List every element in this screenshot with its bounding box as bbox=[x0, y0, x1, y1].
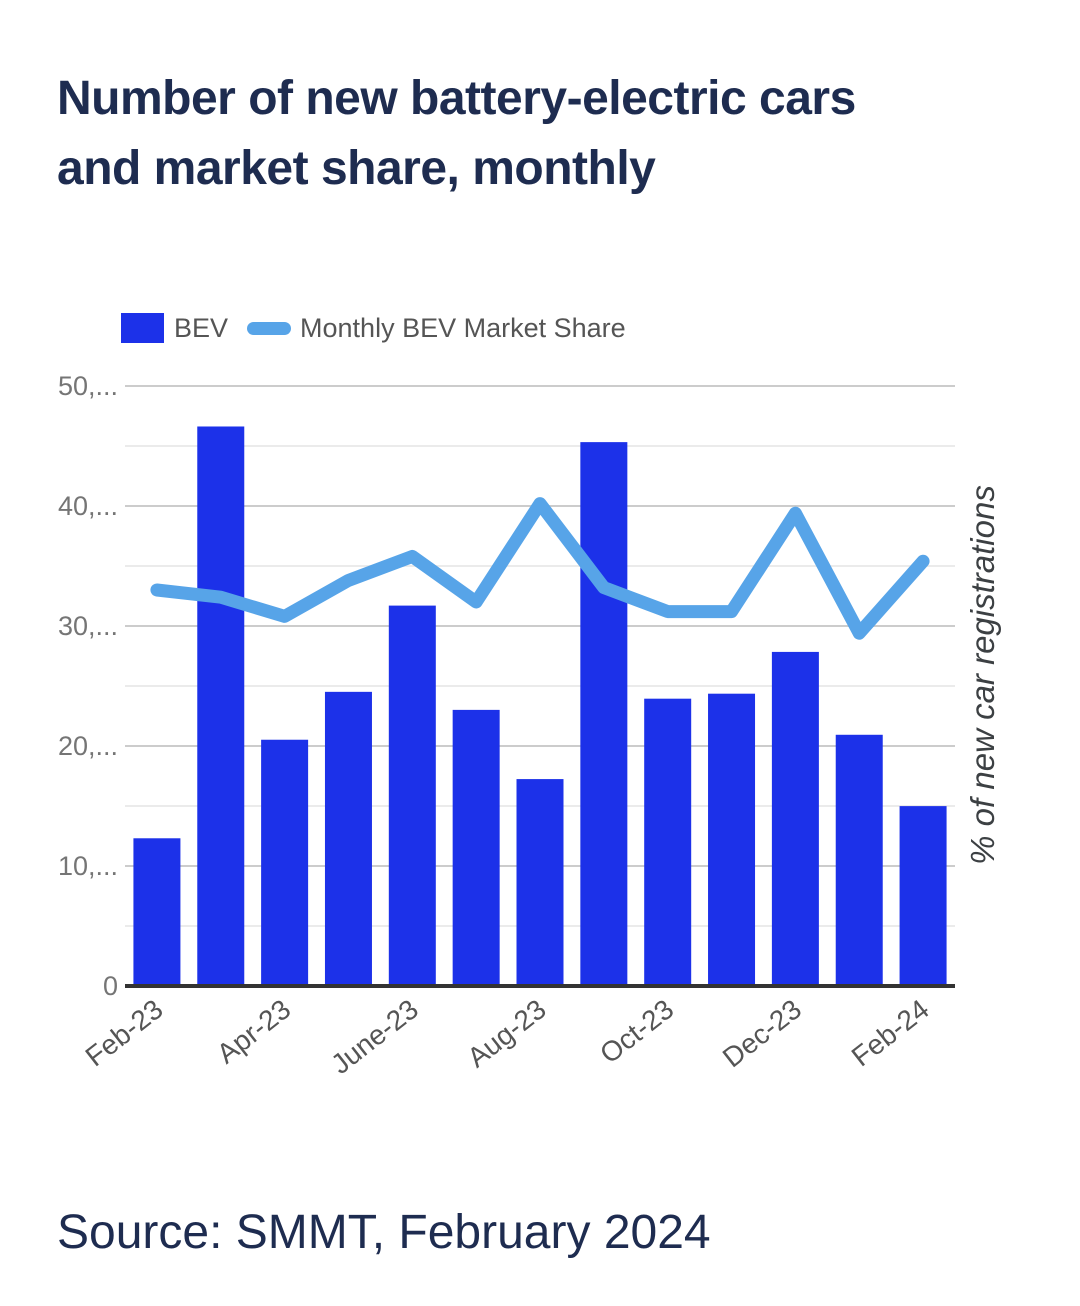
market-share-line bbox=[150, 497, 930, 640]
x-axis-tick-label: Feb-23 bbox=[80, 993, 169, 1072]
x-axis-tick-label: Feb-24 bbox=[846, 993, 935, 1072]
x-axis-tick-label: Aug-23 bbox=[461, 993, 551, 1073]
y-axis-tick-label: 40,... bbox=[58, 491, 118, 521]
bev-legend-swatch bbox=[121, 313, 164, 343]
bar-Sep-23 bbox=[580, 442, 628, 986]
y-axis-tick-label: 20,... bbox=[58, 731, 118, 761]
chart-title-line1: Number of new battery-electric cars bbox=[57, 72, 856, 125]
bar-Mar-23 bbox=[197, 426, 245, 986]
x-axis-tick-label: June-23 bbox=[325, 993, 424, 1080]
y-axis-tick-label: 30,... bbox=[58, 611, 118, 641]
x-axis-tick-label: Oct-23 bbox=[594, 993, 679, 1069]
bar-Feb-23 bbox=[133, 838, 181, 986]
y-axis-tick-label: 10,... bbox=[58, 851, 118, 881]
market-share-legend-swatch bbox=[247, 321, 292, 335]
bar-Aug-23 bbox=[516, 779, 564, 986]
market-share-legend-label: Monthly BEV Market Share bbox=[300, 312, 626, 343]
y-axis-tick-label: 50,... bbox=[58, 371, 118, 401]
y-axis-tick-label: 0 bbox=[103, 971, 118, 1001]
chart-title: Number of new battery-electric cars and … bbox=[57, 64, 856, 204]
right-axis-title: % of new car registrations bbox=[964, 485, 1001, 865]
bar-Apr-23 bbox=[261, 739, 309, 986]
bar-Oct-23 bbox=[644, 698, 692, 986]
bar-May-23 bbox=[324, 691, 372, 986]
bar-July-23 bbox=[452, 709, 500, 986]
bar-Feb-24 bbox=[899, 806, 947, 986]
bev-combo-chart: 0 10,... 20,... 30,... 40,... 50,... Feb-23 Apr… bbox=[58, 371, 1001, 1080]
bev-legend-label: BEV bbox=[174, 312, 229, 343]
x-axis-tick-label: Dec-23 bbox=[717, 993, 807, 1073]
chart-title-line2: and market share, monthly bbox=[57, 142, 656, 195]
chart-legend: BEV Monthly BEV Market Share bbox=[121, 312, 626, 344]
bar-Jan-24 bbox=[835, 734, 883, 986]
x-axis-tick-label: Apr-23 bbox=[211, 993, 296, 1069]
source-caption: Source: SMMT, February 2024 bbox=[57, 1206, 711, 1259]
bar-Nov-23 bbox=[708, 693, 756, 986]
bar-June-23 bbox=[388, 605, 436, 986]
bar-Dec-23 bbox=[771, 651, 819, 986]
